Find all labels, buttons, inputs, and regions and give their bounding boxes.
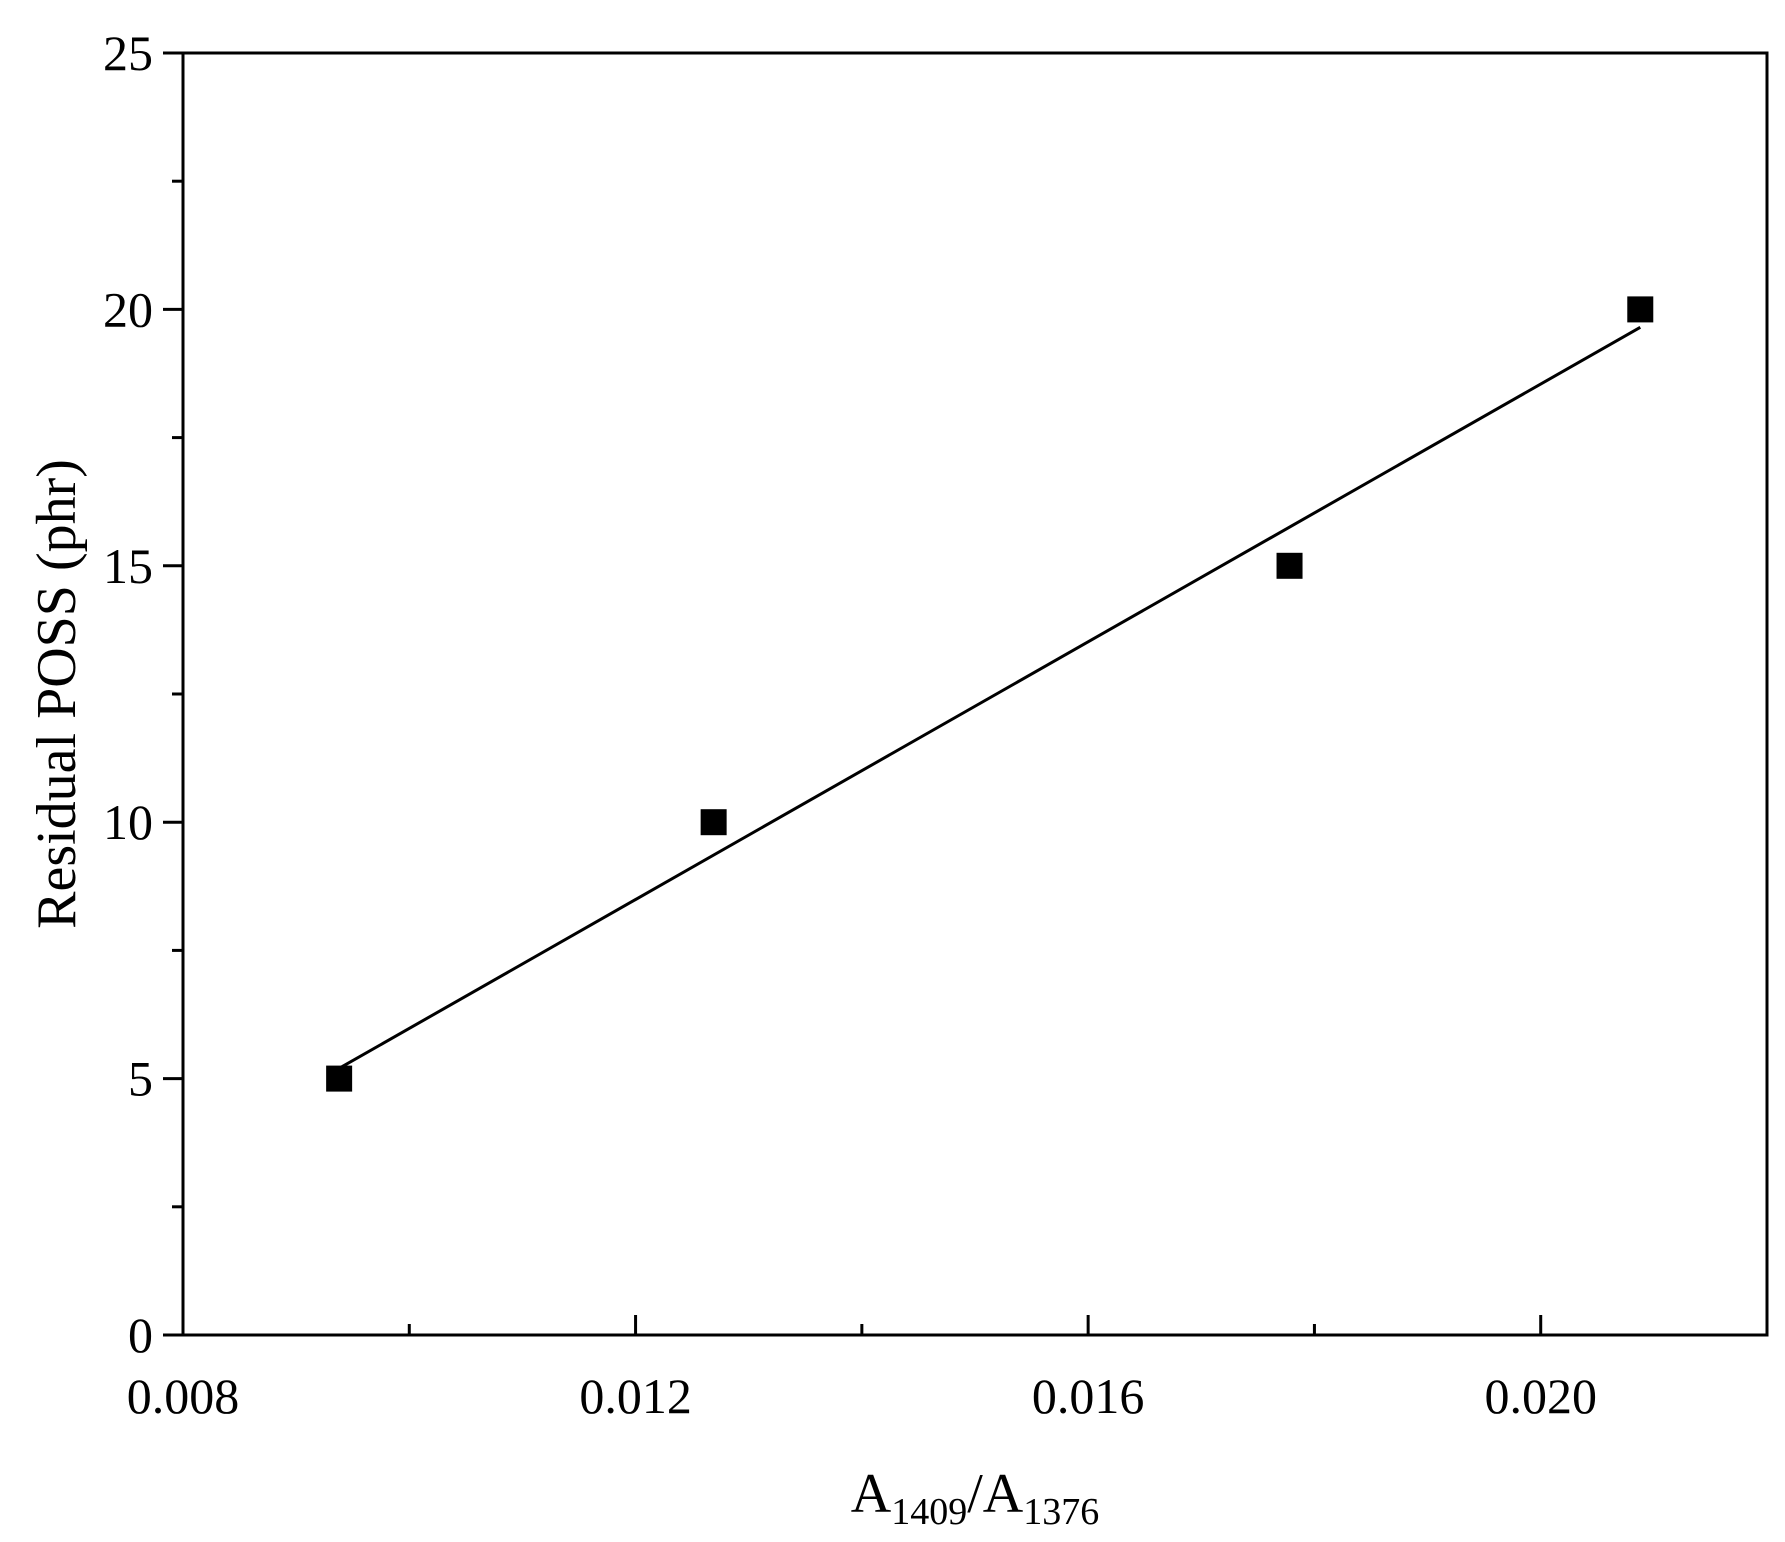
x-axis-title: A1409/A1376 [851,1463,1099,1533]
y-tick-label: 10 [103,794,153,850]
y-tick-label: 20 [103,281,153,337]
data-point [1627,296,1654,323]
data-point [326,1065,353,1092]
data-points [326,296,1654,1092]
x-axis-tick-labels: 0.008 0.012 0.016 0.020 [127,1368,1597,1424]
x-tick-label: 0.008 [127,1368,240,1424]
data-point [700,809,727,836]
y-tick-label: 25 [103,25,153,81]
x-tick-label: 0.016 [1032,1368,1145,1424]
x-axis-ticks [181,1315,1543,1335]
y-axis-tick-labels: 0 5 10 15 20 25 [103,25,153,1363]
y-tick-label: 5 [128,1051,153,1107]
data-point [1276,552,1303,579]
x-tick-label: 0.020 [1484,1368,1597,1424]
x-axis-title-subscript: 1409 [891,1491,967,1533]
plot-frame [181,51,1769,1337]
y-axis-ticks [163,51,183,1337]
x-axis-title-text: A [851,1463,892,1525]
linear-fit-line [338,326,1642,1070]
x-tick-label: 0.012 [579,1368,692,1424]
x-axis-title-subscript: 1376 [1023,1491,1099,1533]
y-tick-label: 0 [128,1307,153,1363]
x-axis-title-text: /A [967,1463,1024,1525]
y-axis-title: Residual POSS (phr) [26,459,88,929]
y-tick-label: 15 [103,538,153,594]
